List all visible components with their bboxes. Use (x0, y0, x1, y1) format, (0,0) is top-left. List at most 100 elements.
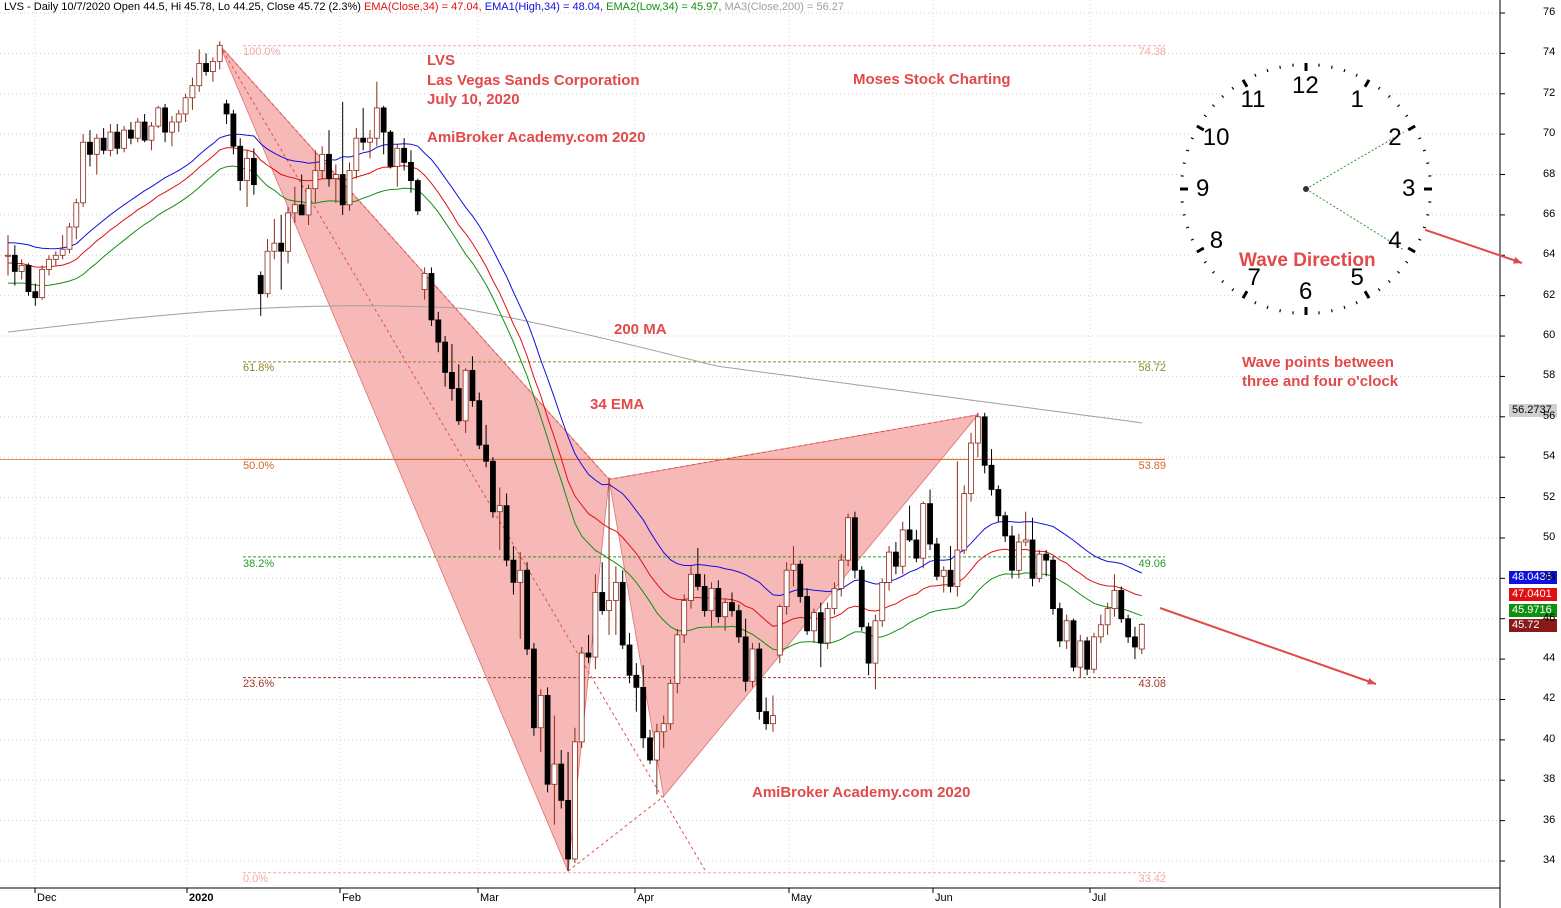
candle-body (52, 254, 59, 260)
candle-body (175, 113, 182, 123)
y-tick-label: 38 (1543, 773, 1556, 786)
clock-minute-tick (1266, 68, 1269, 73)
candle-body (633, 674, 640, 688)
candle-body (831, 588, 838, 610)
clock-minute-tick (1397, 104, 1401, 108)
indicator-lines (7, 133, 1143, 651)
y-tick-label: 44 (1543, 652, 1556, 665)
candle-body (667, 682, 674, 725)
clock-minute-tick (1343, 68, 1346, 73)
candle-body (647, 737, 653, 761)
candle-body (339, 174, 346, 206)
candle-body (749, 648, 756, 682)
y-tick-label: 36 (1543, 813, 1556, 826)
candle-body (189, 85, 196, 99)
candle-body (250, 157, 257, 186)
candle-body (585, 652, 592, 658)
candle-body (285, 212, 291, 252)
fib-pct-618: 61.8% (243, 362, 275, 374)
candle-body (148, 125, 155, 141)
candle-body (551, 763, 558, 785)
candle-body (169, 121, 175, 133)
candle-body (722, 602, 729, 618)
y-tick-label: 70 (1543, 127, 1556, 140)
clock-minute-tick (1355, 73, 1358, 77)
clock-minute-tick (1405, 260, 1409, 264)
candle-body (394, 147, 401, 167)
pattern-dashed-xb (219, 44, 610, 480)
candle-body (660, 723, 667, 733)
clock-hour-tick (1363, 290, 1371, 299)
candle-body (312, 170, 319, 190)
fibonacci-levels (0, 45, 1165, 874)
candle-body (852, 517, 858, 571)
clock-minute-tick (1221, 280, 1225, 284)
y-tick-label: 64 (1543, 248, 1556, 261)
candle-body (674, 634, 681, 684)
candle-body (278, 242, 285, 252)
clock-minute-tick (1422, 226, 1427, 229)
clock-hour-tick (1196, 124, 1205, 132)
candle-body (899, 529, 906, 567)
clock-hand-four (1305, 188, 1405, 251)
x-tick-label: Dec (37, 892, 57, 904)
candle-body (503, 505, 510, 561)
candle-body (1015, 541, 1022, 571)
candle-body (11, 254, 18, 272)
wave-direction-arrow-head (1513, 256, 1522, 264)
candle-body (373, 107, 380, 139)
clock-minute-tick (1377, 86, 1381, 90)
clock-minute-tick (1211, 270, 1215, 274)
candle-body (401, 147, 408, 163)
candle-body (783, 569, 790, 607)
clock-minute-tick (1330, 65, 1333, 69)
candle-body (380, 107, 387, 133)
candle-body (1063, 620, 1070, 642)
candle-body (893, 551, 899, 567)
candle-body (223, 103, 230, 115)
candle-body (483, 444, 490, 462)
candle-body (517, 569, 524, 583)
x-tick-label: Apr (637, 892, 655, 904)
y-tick-label: 68 (1543, 167, 1556, 180)
candle-body (811, 612, 817, 632)
candle-body (510, 559, 517, 583)
clock-number: 3 (1402, 175, 1416, 202)
candle-body (216, 44, 223, 62)
candle-body (578, 652, 585, 743)
wave-direction-label: Wave Direction (1239, 250, 1376, 271)
y-tick-label: 52 (1543, 490, 1556, 503)
clock-number: 2 (1388, 123, 1402, 151)
clock-hand-two (1305, 131, 1405, 190)
chart-header: LVS - Daily 10/7/2020 Open 44.5, Hi 45.7… (4, 1, 844, 13)
candle-body (209, 61, 216, 72)
candle-body (367, 137, 373, 143)
candlesticks (5, 41, 1145, 872)
candle-body (59, 248, 66, 256)
candle-body (1070, 620, 1077, 668)
clock-minute-tick (1377, 288, 1381, 292)
candle-body (134, 121, 141, 139)
candle-body (1036, 553, 1043, 579)
clock-face (1180, 63, 1432, 315)
candle-body (121, 129, 128, 149)
candle-body (790, 563, 797, 571)
candle-body (565, 800, 571, 860)
clock-minute-tick (1185, 226, 1190, 229)
candle-body (858, 569, 865, 628)
clock-hour-tick (1241, 79, 1249, 88)
candle-body (968, 442, 974, 494)
trend-arrow (1159, 607, 1377, 685)
candle-body (25, 264, 32, 293)
fib-val-0: 33.42 (1138, 873, 1166, 885)
candle-body (653, 731, 660, 761)
trend-arrow-head (1367, 677, 1376, 685)
candle-body (271, 242, 278, 252)
chart-axes (0, 0, 1505, 908)
candle-body (230, 113, 237, 147)
x-tick-label: Mar (480, 892, 499, 904)
clock-minute-tick (1231, 288, 1235, 292)
candle-body (107, 131, 114, 151)
candle-body (988, 464, 995, 490)
clock-minute-tick (1405, 114, 1409, 118)
